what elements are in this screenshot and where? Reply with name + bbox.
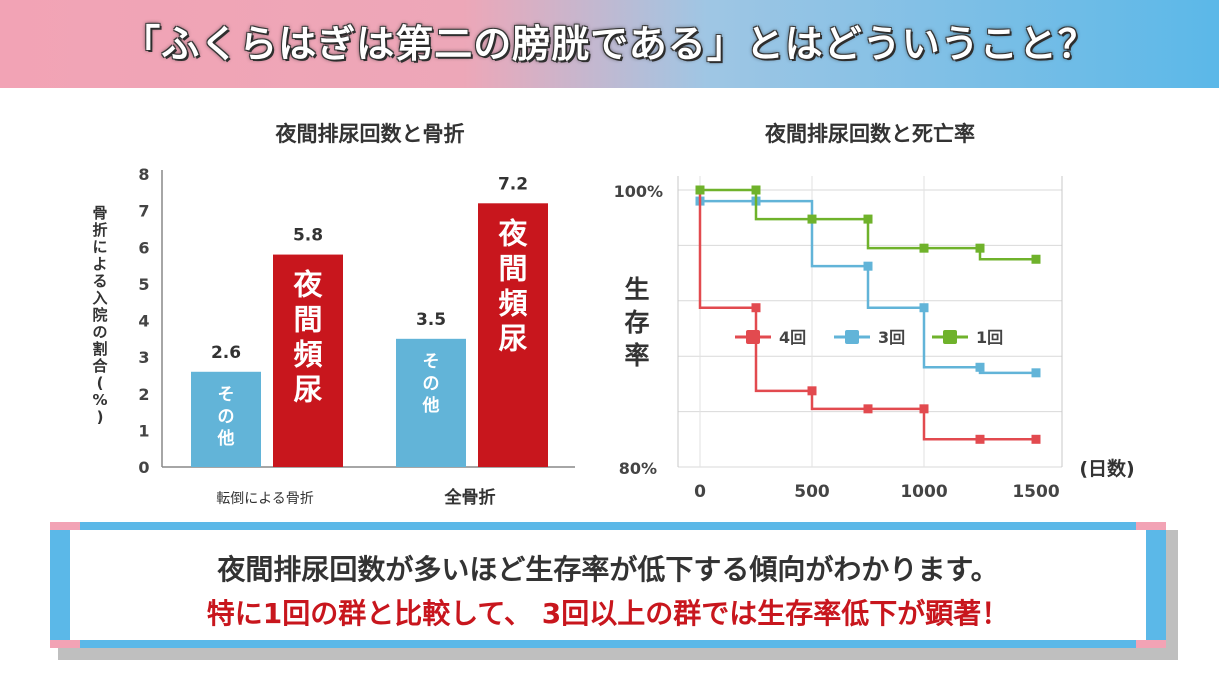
y-axis-label: 生存率 [624, 275, 649, 370]
header-banner [0, 0, 1219, 88]
y-tick-label: 0 [138, 458, 149, 477]
summary-line-2: 特に1回の群と比較して、 3回以上の群では生存率低下が顕著！ [206, 597, 1010, 630]
bar-value-label: 5.8 [293, 226, 323, 246]
frame-accent [50, 640, 80, 648]
x-axis-label: (日数) [1079, 457, 1134, 480]
legend-label: 3回 [878, 328, 905, 347]
bar [478, 203, 548, 468]
series-marker [863, 261, 873, 271]
series-marker [751, 185, 761, 195]
y-tick-label: 4 [138, 312, 149, 331]
y-tick-label: 1 [138, 421, 149, 440]
series-marker [975, 434, 985, 444]
summary-inner: 夜間排尿回数が多いほど生存率が低下する傾向がわかります。 特に1回の群と比較して… [70, 530, 1146, 640]
y-tick-label: 2 [138, 385, 149, 404]
bar-value-label: 2.6 [211, 343, 241, 363]
y-tick-label: 100% [614, 182, 663, 201]
bar [191, 371, 261, 467]
y-tick-label: 6 [138, 238, 149, 257]
x-tick-label: 500 [794, 482, 830, 502]
y-tick-label: 3 [138, 348, 149, 367]
x-tick-label: 1500 [1012, 482, 1059, 502]
bar-series-label: その他 [422, 352, 440, 416]
bar-chart-title: 夜間排尿回数と骨折 [275, 122, 465, 146]
series-marker [1031, 434, 1041, 444]
y-tick-label: 80% [619, 459, 657, 478]
line-chart-title: 夜間排尿回数と死亡率 [765, 122, 975, 146]
series-marker [807, 386, 817, 396]
series-marker [975, 243, 985, 253]
series-marker [919, 303, 929, 313]
bar-series-label: その他 [217, 385, 235, 449]
bar-value-label: 7.2 [498, 174, 528, 194]
x-category-label: 全骨折 [444, 487, 496, 508]
series-marker [975, 362, 985, 372]
legend-marker [746, 330, 760, 344]
bar [396, 338, 466, 467]
y-tick-label: 5 [138, 275, 149, 294]
series-marker [919, 243, 929, 253]
frame-accent [1136, 640, 1166, 648]
bar-series-label: 夜間頻尿 [497, 216, 528, 355]
summary-box: 夜間排尿回数が多いほど生存率が低下する傾向がわかります。 特に1回の群と比較して… [50, 522, 1180, 662]
bar [273, 254, 343, 467]
series-marker [863, 214, 873, 224]
x-tick-label: 0 [694, 482, 706, 502]
x-tick-label: 1000 [900, 482, 947, 502]
y-axis-label: 骨折による入院の割合(%) [91, 204, 108, 426]
y-tick-label: 7 [138, 202, 149, 221]
series-marker [751, 303, 761, 313]
frame-accent [1136, 522, 1166, 530]
bar-value-label: 3.5 [416, 310, 446, 330]
frame-accent [50, 522, 80, 530]
series-line [700, 188, 1036, 261]
x-category-label: 転倒による骨折 [216, 491, 314, 507]
series-marker [863, 404, 873, 414]
series-marker [1031, 368, 1041, 378]
y-tick-label: 8 [138, 165, 149, 184]
summary-line-1: 夜間排尿回数が多いほど生存率が低下する傾向がわかります。 [217, 553, 999, 586]
legend-marker [845, 330, 859, 344]
summary-frame: 夜間排尿回数が多いほど生存率が低下する傾向がわかります。 特に1回の群と比較して… [50, 522, 1166, 648]
series-marker [695, 185, 705, 195]
page-title: 「ふくらはぎは第二の膀胱である」とはどういうこと？ [122, 22, 1097, 66]
series-marker [919, 404, 929, 414]
series-marker [1031, 254, 1041, 264]
bar-series-label: 夜間頻尿 [292, 268, 323, 407]
legend-label: 4回 [779, 328, 806, 347]
legend-marker [943, 330, 957, 344]
legend-label: 1回 [976, 328, 1003, 347]
series-marker [807, 214, 817, 224]
